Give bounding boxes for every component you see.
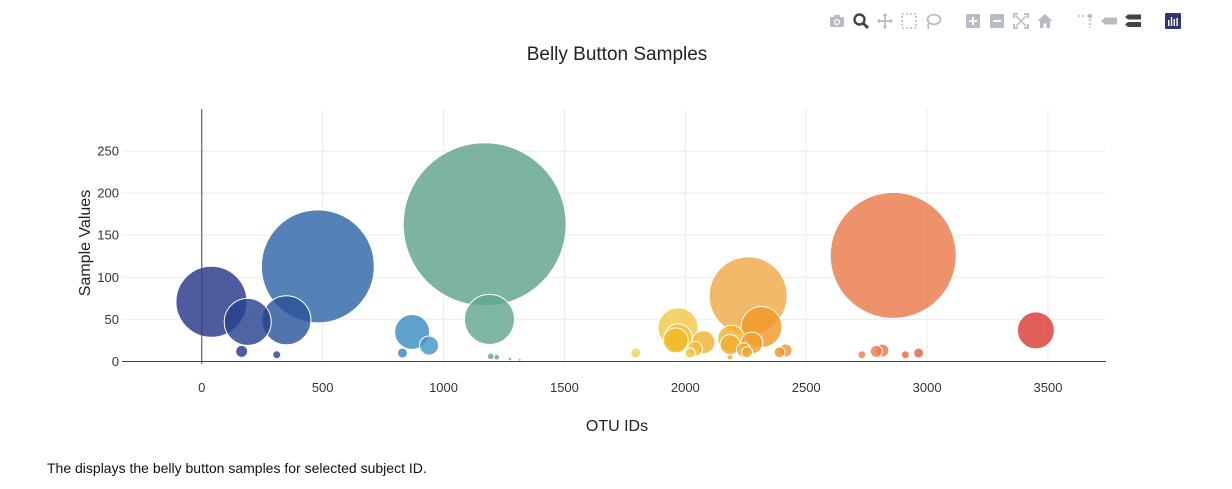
box-select-button[interactable]	[900, 12, 918, 30]
camera-button[interactable]	[828, 12, 846, 30]
spike-lines-icon	[1078, 13, 1093, 28]
bubble-point	[508, 357, 512, 361]
bubble-point	[260, 209, 375, 324]
chart-caption: The displays the belly button samples fo…	[47, 460, 427, 476]
lasso-select-icon	[926, 13, 942, 30]
bubble-point	[487, 353, 494, 360]
chart-title: Belly Button Samples	[527, 44, 708, 65]
bubble-point	[396, 347, 408, 359]
y-tick-label: 50	[105, 312, 119, 327]
x-tick-label: 1500	[550, 380, 579, 395]
bubble-point	[727, 354, 733, 360]
x-tick-label: 3000	[913, 380, 942, 395]
zoom-button[interactable]	[852, 12, 870, 30]
hover-closest-icon	[1101, 17, 1117, 25]
modebar	[828, 10, 1182, 32]
bubble-point	[494, 354, 500, 360]
reset-axes-icon	[1037, 14, 1053, 28]
y-tick-label: 250	[97, 144, 119, 159]
x-tick-label: 500	[312, 380, 334, 395]
x-tick-label: 0	[198, 380, 205, 395]
zoom-in-icon	[966, 14, 980, 28]
bubble-point	[740, 346, 753, 359]
zoom-icon	[853, 13, 870, 30]
hover-compare-icon	[1125, 14, 1141, 27]
x-axis-label: OTU IDs	[586, 418, 648, 435]
bubble-point	[272, 350, 282, 360]
bubble-point	[223, 297, 272, 346]
y-tick-label: 200	[97, 186, 119, 201]
bubbles	[175, 142, 1055, 362]
bubble-point	[662, 327, 689, 354]
bubble-point	[900, 350, 910, 360]
axes: 0 500 1000 1500 2000 2500 3000 3500 0 50 100 150 200…	[97, 109, 1106, 395]
bubble-point	[235, 344, 249, 358]
bubble-point	[857, 350, 867, 360]
autoscale-icon	[1013, 13, 1029, 29]
bubble-point	[869, 344, 883, 358]
pan-icon	[877, 13, 893, 29]
y-tick-label: 100	[97, 270, 119, 285]
bubble-point	[518, 358, 522, 362]
spike-lines-button[interactable]	[1076, 12, 1094, 30]
camera-icon	[830, 15, 844, 27]
reset-axes-button[interactable]	[1036, 12, 1054, 30]
bubble-point	[630, 347, 642, 359]
bubble-point	[913, 347, 925, 359]
y-axis-label: Sample Values	[77, 190, 94, 296]
hover-closest-button[interactable]	[1100, 12, 1118, 30]
x-tick-label: 3500	[1034, 380, 1063, 395]
bubble-point	[1016, 311, 1055, 350]
bubble-point	[463, 293, 515, 345]
bubble-point	[402, 142, 567, 307]
plotly-logo-icon	[1165, 13, 1181, 29]
y-tick-label: 0	[112, 354, 119, 369]
bubble-point	[829, 191, 957, 319]
bubble-point	[684, 347, 696, 359]
plotly-logo-button[interactable]	[1164, 12, 1182, 30]
x-tick-label: 2000	[671, 380, 700, 395]
box-select-icon	[901, 13, 917, 29]
zoom-out-button[interactable]	[988, 12, 1006, 30]
pan-button[interactable]	[876, 12, 894, 30]
zoom-out-icon	[990, 14, 1004, 28]
x-tick-label: 2500	[792, 380, 821, 395]
lasso-select-button[interactable]	[924, 12, 942, 30]
zoom-in-button[interactable]	[964, 12, 982, 30]
hover-compare-button[interactable]	[1124, 12, 1142, 30]
x-tick-label: 1000	[429, 380, 458, 395]
y-tick-label: 150	[97, 228, 119, 243]
bubble-point	[773, 346, 786, 359]
autoscale-button[interactable]	[1012, 12, 1030, 30]
bubble-chart: 0 500 1000 1500 2000 2500 3000 3500 0 50 100 150 200…	[77, 44, 1106, 435]
bubble-point	[419, 335, 440, 356]
